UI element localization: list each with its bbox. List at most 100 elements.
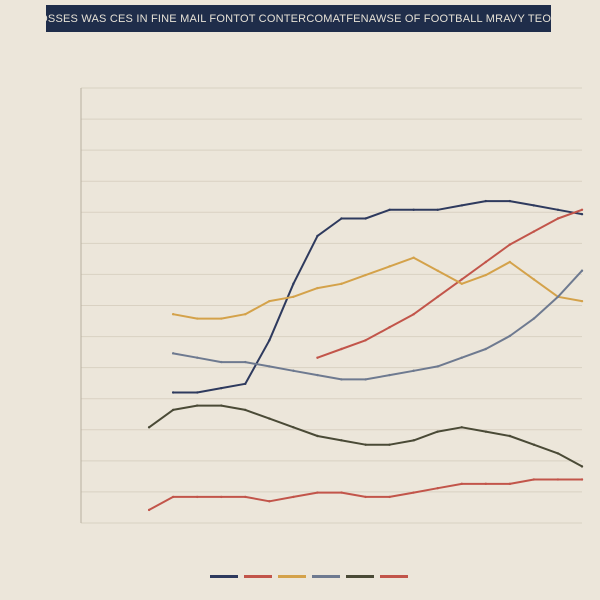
data-point: [412, 369, 415, 372]
series-line-6: [148, 478, 583, 511]
data-point: [580, 299, 584, 303]
legend-swatch-3: [278, 575, 306, 578]
data-point: [268, 500, 271, 503]
data-point: [268, 417, 271, 420]
data-point: [220, 495, 223, 499]
legend-swatch-2: [244, 575, 272, 578]
data-point: [532, 230, 536, 233]
data-point: [316, 491, 319, 494]
data-point: [292, 495, 295, 499]
data-point: [580, 212, 584, 216]
legend-swatch-6: [380, 575, 408, 578]
data-point: [460, 356, 463, 359]
data-point: [292, 295, 295, 298]
data-point: [532, 204, 536, 207]
data-point: [292, 426, 295, 429]
series-line-5: [148, 404, 583, 468]
data-point: [556, 452, 560, 455]
data-point: [364, 339, 367, 342]
series-lines: [147, 199, 584, 512]
data-point: [556, 295, 560, 298]
data-point: [388, 326, 391, 329]
data-point: [292, 282, 295, 285]
data-point: [532, 278, 536, 281]
data-point: [508, 482, 512, 486]
data-point: [316, 286, 319, 290]
data-point: [171, 495, 175, 499]
series-line-1: [172, 200, 583, 394]
data-point: [484, 347, 487, 351]
data-point: [460, 204, 463, 207]
data-point: [484, 260, 487, 264]
data-point: [171, 352, 175, 355]
data-point: [556, 217, 560, 220]
series-line-4: [172, 269, 583, 381]
data-point: [171, 408, 175, 412]
data-point: [220, 404, 223, 407]
legend-swatch-5: [346, 575, 374, 578]
data-point: [412, 491, 415, 494]
data-point: [436, 295, 439, 298]
data-point: [340, 439, 343, 442]
data-point: [508, 434, 512, 438]
data-point: [508, 199, 512, 203]
gridlines: [81, 87, 582, 524]
data-point: [292, 369, 295, 372]
chart-title: HISTORICAL LOSSES WAS CES IN FINE MAIL F…: [46, 5, 551, 32]
data-point: [436, 269, 439, 272]
data-point: [268, 299, 271, 303]
data-point: [388, 443, 391, 446]
legend-swatch-1: [210, 575, 238, 578]
data-point: [220, 386, 223, 390]
data-point: [316, 434, 319, 438]
data-point: [340, 217, 343, 220]
data-point: [412, 256, 415, 259]
data-point: [436, 430, 439, 433]
data-point: [340, 378, 343, 381]
data-point: [508, 334, 512, 338]
data-point: [364, 378, 367, 381]
data-point: [147, 508, 151, 512]
legend-swatch-4: [312, 575, 340, 578]
legend: [210, 575, 408, 578]
data-point: [388, 373, 391, 377]
data-point: [484, 430, 487, 433]
data-point: [196, 356, 199, 359]
data-point: [460, 482, 463, 486]
data-point: [532, 443, 536, 446]
data-point: [556, 208, 560, 211]
data-point: [244, 382, 247, 385]
data-point: [340, 347, 343, 351]
series-line-2: [316, 208, 583, 359]
data-point: [388, 265, 391, 268]
data-point: [364, 217, 367, 220]
data-point: [436, 365, 439, 368]
data-point: [220, 360, 223, 364]
data-point: [220, 317, 223, 320]
data-point: [364, 273, 367, 277]
data-point: [484, 482, 487, 486]
series-line-3: [172, 256, 583, 320]
data-point: [147, 426, 151, 429]
data-point: [460, 278, 463, 281]
data-point: [580, 465, 584, 468]
data-point: [460, 282, 463, 285]
data-point: [268, 365, 271, 368]
data-point: [340, 282, 343, 285]
data-point: [436, 487, 439, 490]
data-point: [244, 313, 247, 316]
data-point: [316, 356, 319, 359]
data-point: [196, 495, 199, 499]
data-point: [484, 199, 487, 203]
data-point: [388, 208, 391, 211]
data-point: [388, 495, 391, 499]
data-point: [460, 426, 463, 429]
data-point: [316, 234, 319, 238]
data-point: [412, 208, 415, 211]
data-point: [244, 360, 247, 364]
data-point: [532, 478, 536, 481]
data-point: [484, 273, 487, 277]
data-point: [580, 208, 584, 211]
data-point: [556, 478, 560, 481]
